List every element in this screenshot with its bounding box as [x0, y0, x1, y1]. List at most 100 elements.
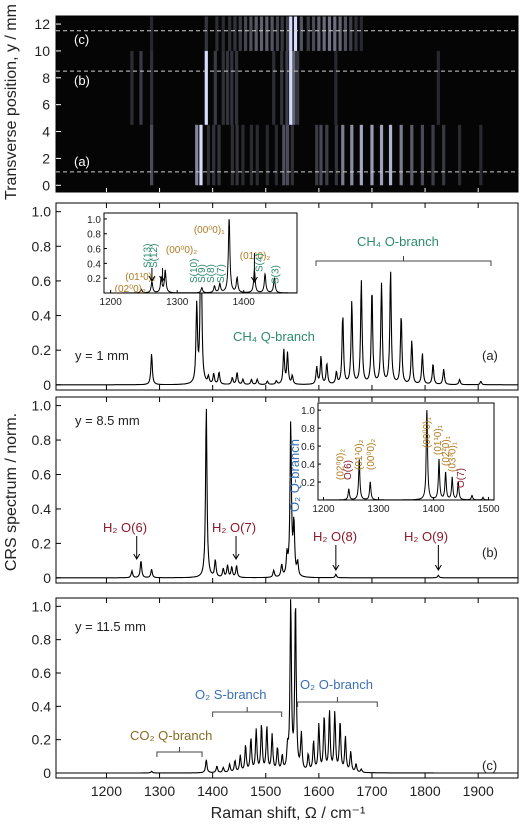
y-tick-label: 1.0: [32, 204, 52, 220]
heatmap-band-c: [293, 16, 298, 51]
y-tick-label: 0.4: [32, 308, 52, 324]
heatmap-band-a: [350, 124, 354, 186]
o2-q-branch-label: O₂ Q-branch: [287, 439, 302, 512]
panel-a-condition: y = 1 mm: [75, 348, 129, 363]
inset-a-arrow: [148, 268, 156, 282]
spectrum-line: [56, 218, 518, 386]
heatmap-band-a: [195, 124, 199, 186]
inset-b-peak-label: (03³0)₁: [448, 441, 459, 472]
heatmap-band-a: [241, 124, 245, 186]
y-tick-label: 1.0: [32, 598, 52, 614]
heatmap-band-c: [243, 16, 248, 51]
heatmap-band-c: [221, 16, 225, 51]
spectrum-line: [56, 599, 518, 774]
heatmap-band-a: [341, 124, 345, 186]
heatmap-band-a: [388, 124, 393, 186]
heatmap-band-a: [442, 124, 446, 186]
o2-s-branch-bracket: [212, 707, 283, 717]
h2-o9-label: H₂ O(9): [404, 529, 448, 544]
inset-y-tick-label: 1.0: [87, 215, 101, 226]
y-tick-label: 0: [43, 377, 51, 393]
inset-x-tick-label: 1200: [100, 297, 123, 308]
inset-a-arrow: [159, 268, 166, 282]
x-tick-label: 1200: [91, 783, 122, 799]
h2-o6-arrow: [133, 536, 141, 560]
h2-o9-arrow: [434, 545, 442, 571]
y-tick-label: 0: [43, 765, 51, 781]
crs-y-axis-label: CRS spectrum / norm.: [3, 413, 20, 571]
y-tick-label: 0.8: [32, 432, 52, 448]
x-axis-label: Raman shift, Ω / cm⁻¹: [211, 805, 366, 822]
inset-y-tick-label: 0.2: [301, 478, 315, 489]
heatmap-band-b: [149, 50, 154, 125]
heatmap-band-a: [457, 124, 462, 186]
heatmap-y-tick-label: 2: [42, 150, 50, 166]
inset-y-tick-label: 0.8: [87, 230, 101, 241]
inset-a-peak-label: S(12): [149, 244, 160, 268]
o2-o-branch-bracket: [297, 697, 378, 707]
inset-a-peak-label: S(4): [254, 253, 265, 272]
panel-b-label: (b): [482, 545, 498, 560]
heatmap-band-c: [311, 16, 316, 51]
inset-b-peak-label: (02⁰0)₂: [335, 449, 346, 480]
inset-y-tick-label: 0.2: [87, 274, 101, 285]
y-tick-label: 0.8: [32, 238, 52, 254]
inset-a-peak-label: S(9): [197, 264, 208, 283]
inset-spectrum-line: [318, 409, 494, 501]
inset-a-peak-label: (02⁰0)₂: [115, 284, 146, 295]
heatmap-band-a: [282, 124, 286, 186]
heatmap-band-c: [265, 16, 269, 51]
heatmap-band-a: [235, 124, 239, 186]
inset-x-tick-label: 1500: [477, 504, 500, 515]
h2-o8-arrow: [332, 545, 340, 571]
x-tick-label: 1500: [250, 783, 281, 799]
heatmap-y-tick-label: 8: [42, 70, 50, 86]
heatmap-y-tick-label: 6: [42, 97, 50, 113]
heatmap-band-a: [290, 124, 294, 186]
panel-b-condition: y = 8.5 mm: [75, 413, 140, 428]
heatmap-band-b: [285, 50, 289, 125]
heatmap-band-a: [249, 124, 254, 186]
heatmap-band-c: [228, 16, 232, 51]
inset-y-tick-label: 0.4: [301, 460, 315, 471]
inset-b-peak-label: (00⁰0)₂: [366, 439, 377, 470]
heatmap-band-a: [370, 124, 374, 186]
inset-a-peak-label: S(13): [143, 244, 154, 268]
y-tick-label: 0.6: [32, 665, 52, 681]
heatmap-band-c: [359, 16, 363, 51]
h2-o7-label: H₂ O(7): [212, 520, 256, 535]
co2-q-branch-label: CO₂ Q-branch: [130, 728, 212, 743]
panel-c-condition: y = 11.5 mm: [75, 619, 146, 634]
heatmap-band-b: [292, 50, 296, 125]
heatmap-band-b: [225, 50, 230, 125]
heatmap-band-c: [215, 16, 219, 51]
heatmap-band-a: [420, 124, 425, 186]
heatmap-band-b: [130, 50, 134, 125]
heatmap-band-b: [280, 50, 284, 125]
heatmap-background: [56, 16, 518, 192]
heatmap-band-c: [343, 16, 348, 51]
inset-frame: [317, 402, 495, 501]
heatmap-band-c: [285, 16, 290, 51]
heatmap-band-a: [274, 124, 278, 186]
inset-y-tick-label: 0.6: [301, 442, 315, 453]
heatmap-band-c: [327, 16, 332, 51]
o2-s-branch-label: O₂ S-branch: [195, 687, 267, 702]
inset-y-tick-label: 1.0: [301, 406, 315, 417]
y-tick-label: 0.6: [32, 273, 52, 289]
y-tick-label: 0.2: [32, 535, 52, 551]
co2-q-branch-bracket: [156, 747, 203, 757]
heatmap-band-a: [206, 124, 211, 186]
inset-b-peak-label: (01¹0)₂: [354, 439, 365, 470]
o2-o-branch-label: O₂ O-branch: [300, 677, 373, 692]
inset-x-tick-label: 1400: [422, 504, 445, 515]
heatmap-band-b: [213, 50, 217, 125]
inset-x-tick-label: 1300: [367, 504, 390, 515]
heatmap-y-tick-label: 0: [42, 177, 50, 193]
inset-spectrum-line: [104, 219, 297, 294]
heatmap-band-a: [315, 124, 319, 186]
heatmap-band-a: [199, 124, 203, 186]
heatmap-y-tick-label: 4: [42, 124, 50, 140]
y-tick-label: 0.4: [32, 501, 52, 517]
